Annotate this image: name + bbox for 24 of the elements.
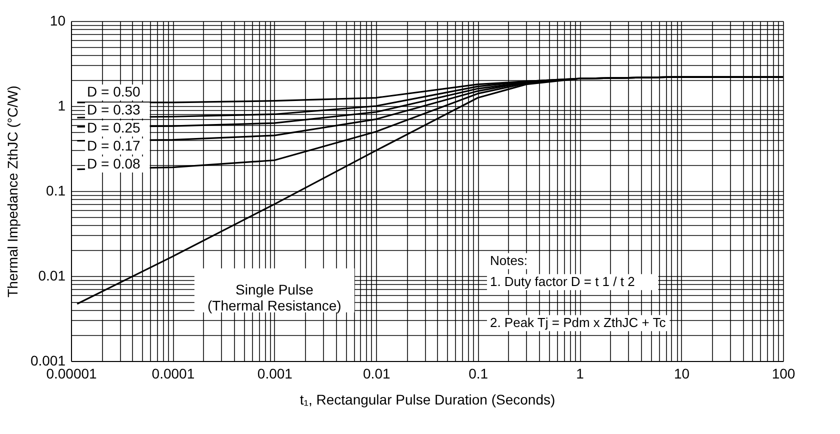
y-tick-label: 1 <box>58 98 66 114</box>
x-tick-label: 0.001 <box>257 366 293 382</box>
y-tick-label: 0.1 <box>46 182 66 198</box>
series-label: D = 0.17 <box>87 137 141 154</box>
x-tick-label: 100 <box>772 366 796 382</box>
x-tick-label: 0.0001 <box>152 366 195 382</box>
series-label: D = 0.50 <box>87 83 141 100</box>
x-tick-label: 10 <box>674 366 690 382</box>
x-tick-label: 0.1 <box>468 366 488 382</box>
x-tick-label: 1 <box>576 366 584 382</box>
annotation: Notes: <box>490 253 528 268</box>
x-tick-label: 0.01 <box>363 366 390 382</box>
y-tick-label: 10 <box>50 12 66 28</box>
x-tick-label: 0.00001 <box>46 366 98 382</box>
series-label: D = 0.33 <box>87 101 141 118</box>
y-tick-label: 0.01 <box>38 268 66 284</box>
series-label: D = 0.25 <box>87 119 141 136</box>
series-label: D = 0.08 <box>87 155 141 172</box>
y-axis-title: Thermal Impedance ZthJC (°C/W) <box>4 86 20 298</box>
annotation: 2. Peak Tj = Pdm x ZthJC + Tc <box>490 315 666 330</box>
y-tick-label: 0.001 <box>30 352 66 368</box>
text: Single Pulse (Thermal Resistance) <box>208 281 342 314</box>
x-axis-title: t₁, Rectangular Pulse Duration (Seconds) <box>300 392 556 408</box>
annotation: 1. Duty factor D = t 1 / t 2 <box>490 274 635 290</box>
